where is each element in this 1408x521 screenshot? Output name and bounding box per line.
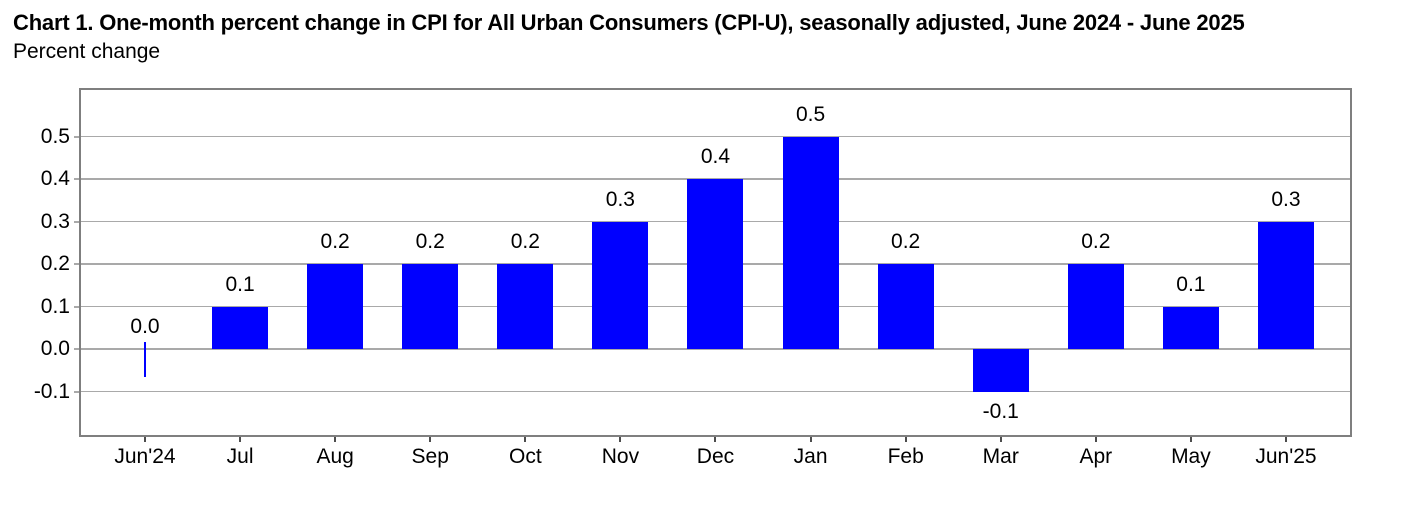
bar — [782, 136, 839, 349]
bar — [212, 306, 269, 349]
x-axis-tick-label: Dec — [696, 445, 735, 468]
x-axis-tick-label: Jun'24 — [114, 445, 176, 468]
x-axis-tick-label: Sep — [411, 445, 449, 468]
x-axis-tick-label: Jun'25 — [1255, 445, 1317, 468]
bar-value-label: 0.0 — [130, 315, 160, 338]
y-axis-tick — [74, 220, 79, 223]
y-axis-tick — [74, 135, 79, 138]
x-axis-tick-label: Mar — [982, 445, 1019, 468]
bar — [592, 221, 649, 349]
x-axis-tick — [619, 437, 622, 442]
bar-value-label: -0.1 — [982, 399, 1019, 423]
x-axis-tick-label: Apr — [1079, 445, 1113, 468]
bar-value-label: 0.2 — [510, 230, 540, 253]
x-axis-tick — [334, 437, 337, 442]
x-axis-tick-label: Jul — [226, 445, 254, 468]
bar — [307, 264, 364, 349]
y-axis-tick-label: 0.5 — [40, 124, 70, 148]
bar-value-label: 0.3 — [1271, 187, 1301, 211]
x-axis-tick — [904, 437, 907, 442]
y-axis-tick — [74, 305, 79, 308]
gridline — [81, 135, 1350, 138]
bar-value-label: 0.1 — [1176, 272, 1206, 296]
x-axis-tick-label: May — [1171, 445, 1211, 468]
x-axis-tick — [524, 437, 527, 442]
bar-value-label: 0.2 — [1081, 230, 1111, 253]
y-axis-tick-label: 0.3 — [40, 209, 70, 233]
y-axis-tick-label: -0.1 — [33, 379, 70, 403]
y-axis-tick-label: 0.0 — [40, 337, 70, 360]
gridline — [81, 390, 1350, 393]
plot-area: 0.0 0.1 0.2 0.2 0.2 0.3 0.4 0.5 0.2 -0.1 0.2 0.1 0.3 — [79, 88, 1352, 437]
x-axis-tick-label: Jan — [793, 445, 828, 468]
bar — [497, 264, 554, 349]
bar — [1257, 221, 1314, 349]
chart-subtitle: Percent change — [13, 40, 161, 63]
y-axis-tick-label: 0.1 — [40, 294, 70, 318]
x-axis-tick — [144, 437, 146, 442]
x-axis-tick-label: Oct — [508, 445, 542, 468]
bar — [402, 264, 459, 349]
bar — [972, 349, 1029, 392]
y-axis-tick — [74, 263, 79, 265]
gridline — [81, 348, 1350, 350]
y-axis-tick-label: 0.2 — [40, 252, 70, 275]
bar-value-label: 0.3 — [605, 187, 635, 211]
y-axis-tick — [74, 390, 79, 393]
x-axis-tick-label: Feb — [887, 445, 924, 468]
x-axis-tick — [429, 437, 432, 442]
bar — [1162, 306, 1219, 349]
bar-value-label: 0.1 — [225, 272, 255, 296]
bar-value-label: 0.2 — [320, 230, 350, 253]
x-axis-tick — [809, 437, 812, 442]
x-axis-tick-label: Nov — [601, 445, 640, 468]
bar-value-label: 0.4 — [700, 145, 731, 168]
x-axis-tick — [1284, 437, 1287, 442]
x-axis-tick — [714, 437, 717, 442]
x-axis-tick — [999, 437, 1002, 442]
bar — [877, 264, 934, 349]
bar-value-label: 0.5 — [795, 102, 826, 126]
chart-title: Chart 1. One-month percent change in CPI… — [13, 10, 1245, 35]
y-axis-tick — [74, 178, 79, 180]
bar-value-label: 0.2 — [415, 230, 445, 253]
y-axis-tick-label: 0.4 — [40, 167, 70, 190]
x-axis-tick — [239, 437, 242, 442]
y-axis-tick — [74, 348, 79, 350]
bar-value-label: 0.2 — [891, 230, 921, 253]
x-axis-tick-label: Aug — [316, 445, 354, 468]
bar — [1067, 264, 1124, 349]
bar — [687, 179, 744, 349]
zero-value-marker — [144, 342, 146, 377]
x-axis-tick — [1094, 437, 1097, 442]
x-axis-tick — [1189, 437, 1192, 442]
